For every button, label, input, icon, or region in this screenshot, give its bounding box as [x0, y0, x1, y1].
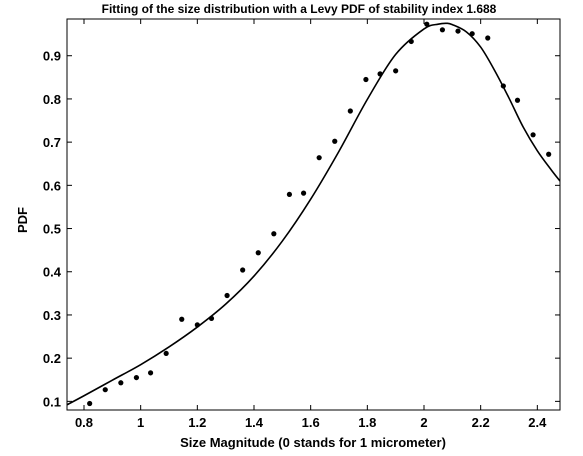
data-point: [500, 83, 506, 89]
plot-area: 0.8 1 1.2 1.4 1.6 1.8 2 2.2 2.4 0.1 0.2 0.3 0.4 0.5 0.…: [43, 18, 561, 430]
data-point: [393, 68, 399, 74]
x-tick-label: 1: [137, 415, 144, 430]
data-point: [271, 231, 277, 237]
plot-frame: [66, 18, 561, 411]
data-point: [316, 155, 322, 161]
data-point: [87, 400, 93, 407]
y-tick-label: 0.7: [43, 135, 61, 150]
data-point: [485, 35, 491, 41]
x-tick-label: 1.6: [302, 415, 320, 430]
data-point: [347, 108, 353, 114]
y-tick-label: 0.9: [43, 49, 61, 64]
data-point: [133, 374, 140, 381]
x-tick-label: 2.4: [528, 415, 547, 430]
data-point: [377, 71, 383, 77]
data-point: [300, 190, 307, 196]
data-point: [363, 76, 369, 83]
x-axis-label: Size Magnitude (0 stands for 1 micromete…: [180, 435, 446, 450]
y-tick-label: 0.6: [43, 178, 61, 193]
y-tick-label: 0.3: [43, 308, 61, 323]
data-point: [424, 21, 430, 27]
data-point: [286, 191, 293, 198]
data-point: [224, 292, 230, 299]
data-point: [163, 350, 169, 357]
x-tick-label: 1.8: [358, 415, 376, 430]
data-point: [240, 267, 246, 273]
data-point: [118, 380, 124, 386]
chart-title: Fitting of the size distribution with a …: [102, 2, 497, 16]
y-tick-label: 0.5: [43, 222, 61, 237]
y-tick-label: 0.1: [43, 394, 61, 409]
data-point: [469, 31, 475, 37]
x-tick-label: 2.2: [472, 415, 490, 430]
data-point: [208, 315, 215, 322]
x-tick-label: 0.8: [75, 415, 93, 430]
data-point: [102, 387, 108, 393]
x-tick-label: 1.4: [245, 415, 264, 430]
fit-curve: [67, 22, 560, 406]
data-point: [546, 151, 552, 157]
data-point: [530, 132, 536, 138]
y-tick-label: 0.2: [43, 351, 61, 366]
data-point: [514, 97, 521, 103]
data-point: [332, 138, 338, 144]
y-axis-label: PDF: [15, 207, 30, 233]
x-tick-label: 1.2: [188, 415, 206, 430]
x-tick-label: 2: [420, 415, 427, 430]
y-tick-label: 0.4: [43, 265, 62, 280]
data-point: [147, 370, 154, 376]
data-point: [439, 27, 446, 33]
data-point: [194, 322, 200, 328]
data-point: [455, 28, 461, 34]
data-point: [255, 250, 261, 256]
data-point: [179, 316, 185, 322]
data-point: [408, 38, 414, 45]
y-tick-label: 0.8: [43, 92, 61, 107]
